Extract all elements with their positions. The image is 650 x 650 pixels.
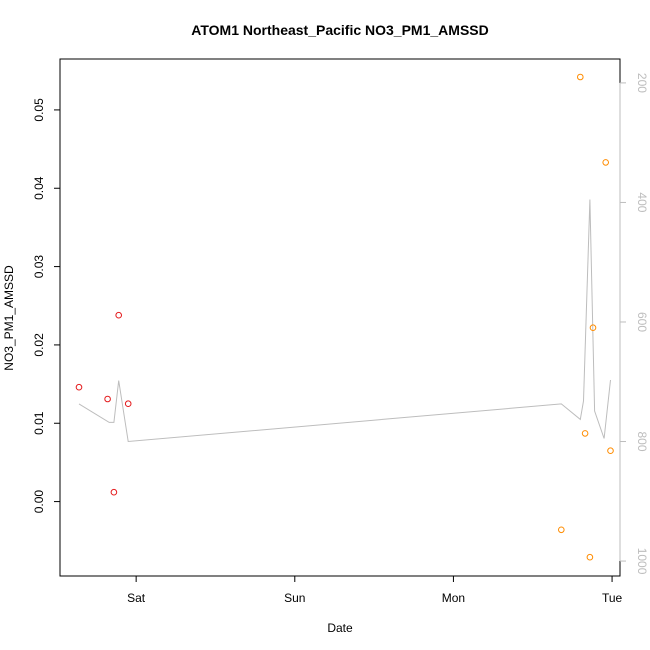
data-point-s1-4 — [589, 324, 597, 332]
data-point-s0-0 — [75, 383, 83, 391]
y2-tick-label-0: 200 — [635, 73, 649, 93]
data-point-s1-3 — [586, 553, 594, 561]
y-tick-label-1: 0.01 — [32, 411, 46, 435]
altitude-line-layer — [78, 199, 611, 443]
data-point-s0-3 — [115, 311, 122, 319]
chart-title: ATOM1 Northeast_Pacific NO3_PM1_AMSSD — [191, 22, 488, 38]
y2-tick-label-1: 400 — [635, 192, 649, 212]
y-tick-label-2: 0.02 — [32, 333, 46, 357]
x-tick-label-0: Sat — [127, 591, 146, 605]
y-tick-label-4: 0.04 — [32, 176, 46, 200]
data-point-s1-0 — [558, 526, 565, 534]
y2-tick-label-4: 1000 — [635, 548, 649, 575]
data-point-s0-1 — [104, 395, 111, 403]
x-tick-label-1: Sun — [284, 591, 305, 605]
data-point-s1-6 — [607, 447, 614, 455]
y-tick-label-3: 0.03 — [32, 255, 46, 279]
y2-tick-label-3: 800 — [635, 432, 649, 452]
x-tick-label-3: Tue — [602, 591, 623, 605]
x-axis-label: Date — [327, 621, 353, 635]
y-tick-label-0: 0.00 — [32, 490, 46, 514]
points-layer — [75, 73, 614, 561]
altitude-line — [78, 199, 611, 443]
data-point-s0-4 — [124, 400, 132, 408]
x-axis: Sat Sun Mon Tue — [127, 576, 623, 605]
y-axis-label: NO3_PM1_AMSSD — [2, 265, 16, 371]
data-point-s1-1 — [577, 73, 584, 81]
y2-tick-label-2: 600 — [635, 312, 649, 332]
data-point-s0-2 — [110, 488, 118, 496]
y-tick-label-5: 0.05 — [32, 98, 46, 122]
x-tick-label-2: Mon — [442, 591, 465, 605]
data-point-s1-5 — [602, 159, 610, 166]
y-axis-right: 200 400 600 800 1000 — [619, 73, 649, 575]
y-axis-left: 0.00 0.01 0.02 0.03 0.04 0.05 — [32, 98, 61, 514]
data-point-s1-2 — [581, 430, 589, 437]
